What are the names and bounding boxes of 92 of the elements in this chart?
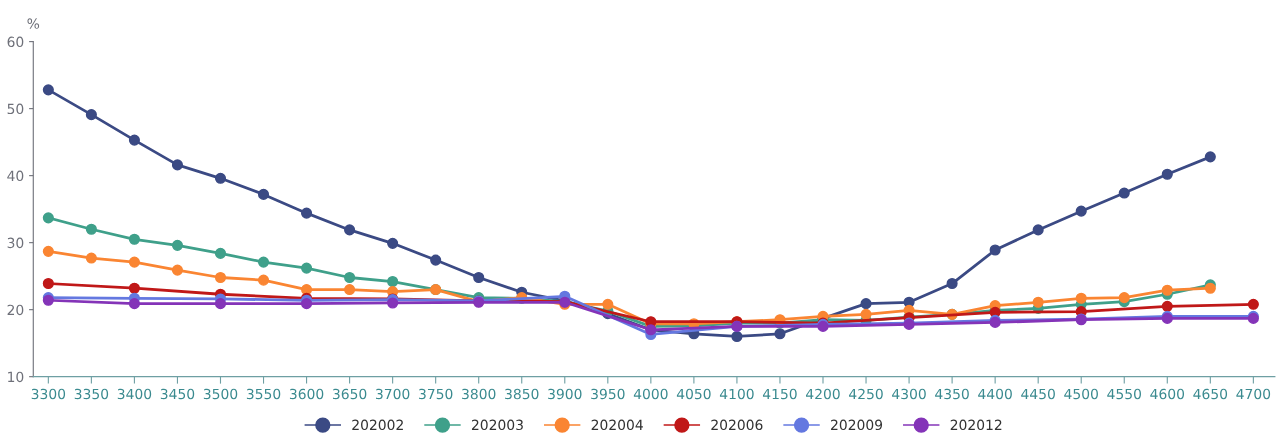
legend-label: 202003 (471, 419, 523, 431)
x-tick-label: 4300 (892, 388, 926, 400)
point (214, 247, 227, 259)
point (257, 256, 270, 268)
point (128, 134, 140, 146)
x-tick-label: 4350 (935, 388, 969, 400)
point (430, 254, 442, 266)
point (344, 224, 356, 236)
point (1075, 205, 1087, 217)
point (42, 84, 54, 96)
y-tick-label: 30 (7, 237, 24, 249)
x-tick-label: 3650 (332, 388, 367, 400)
legend-label: 202009 (831, 419, 883, 431)
x-tick-label: 4200 (806, 388, 840, 400)
x-tick-label: 3600 (289, 388, 324, 400)
point (301, 262, 313, 274)
legend-label: 202006 (711, 419, 763, 431)
point (214, 298, 227, 310)
point (214, 172, 227, 184)
x-tick-label: 3900 (548, 388, 582, 400)
y-tick-label: 20 (7, 304, 24, 316)
x-tick-label: 3950 (591, 388, 625, 400)
x-tick-label: 3300 (31, 388, 66, 400)
x-tick-label: 4450 (1021, 388, 1055, 400)
point (257, 188, 270, 200)
point (602, 298, 614, 310)
point (171, 239, 184, 251)
point (128, 256, 140, 268)
point (85, 252, 97, 264)
point (85, 223, 97, 235)
legend-label: 202002 (352, 419, 403, 431)
point (42, 245, 54, 257)
x-tick-label: 3750 (419, 388, 453, 400)
point (301, 298, 313, 310)
y-tick-label: 50 (7, 103, 24, 115)
x-tick-label: 3450 (160, 388, 195, 400)
point (257, 274, 270, 286)
x-tick-label: 3350 (74, 388, 109, 400)
legend-label: 202012 (950, 419, 1002, 431)
y-tick-label: 10 (8, 371, 24, 383)
point (1032, 224, 1044, 236)
x-tick-label: 3400 (117, 388, 152, 400)
point (128, 282, 140, 294)
point (860, 298, 872, 310)
point (473, 271, 485, 284)
y-tick-label: 40 (7, 170, 24, 182)
x-tick-label: 4050 (676, 388, 711, 400)
x-tick-label: 4100 (719, 388, 754, 400)
point (128, 298, 140, 310)
legend-label: 202004 (591, 419, 643, 431)
x-tick-label: 4600 (1150, 388, 1185, 400)
point (1161, 168, 1173, 180)
point (1118, 187, 1130, 199)
x-tick-label: 3700 (376, 388, 410, 400)
point (344, 284, 356, 296)
y-axis-title: % (27, 18, 40, 29)
x-tick-label: 4400 (978, 388, 1012, 400)
point (1032, 296, 1044, 308)
point (1161, 284, 1173, 296)
x-tick-label: 4500 (1064, 388, 1098, 400)
x-tick-label: 4250 (849, 388, 883, 400)
x-tick-label: 4000 (633, 388, 668, 400)
point (731, 330, 743, 343)
x-tick-label: 4700 (1236, 388, 1271, 400)
x-tick-label: 4150 (762, 388, 797, 400)
point (85, 109, 97, 121)
point (1247, 298, 1259, 310)
point (387, 275, 399, 288)
point (171, 159, 184, 171)
point (1161, 300, 1173, 312)
point (344, 271, 356, 284)
point (1204, 151, 1216, 163)
point (1118, 292, 1130, 304)
point (860, 308, 872, 320)
point (774, 328, 786, 340)
point (1075, 292, 1087, 304)
point (989, 244, 1001, 256)
point (214, 271, 227, 284)
x-tick-label: 4550 (1107, 388, 1141, 400)
point (946, 277, 958, 290)
x-tick-label: 4650 (1193, 388, 1228, 400)
point (171, 264, 184, 276)
x-tick-label: 3850 (505, 388, 539, 400)
point (42, 212, 54, 224)
point (301, 207, 313, 219)
x-tick-label: 3500 (203, 388, 238, 400)
point (128, 233, 140, 245)
x-tick-label: 3550 (246, 388, 281, 400)
x-tick-label: 3800 (462, 388, 496, 400)
point (387, 237, 399, 249)
point (42, 277, 54, 290)
y-tick-label: 60 (7, 36, 24, 48)
